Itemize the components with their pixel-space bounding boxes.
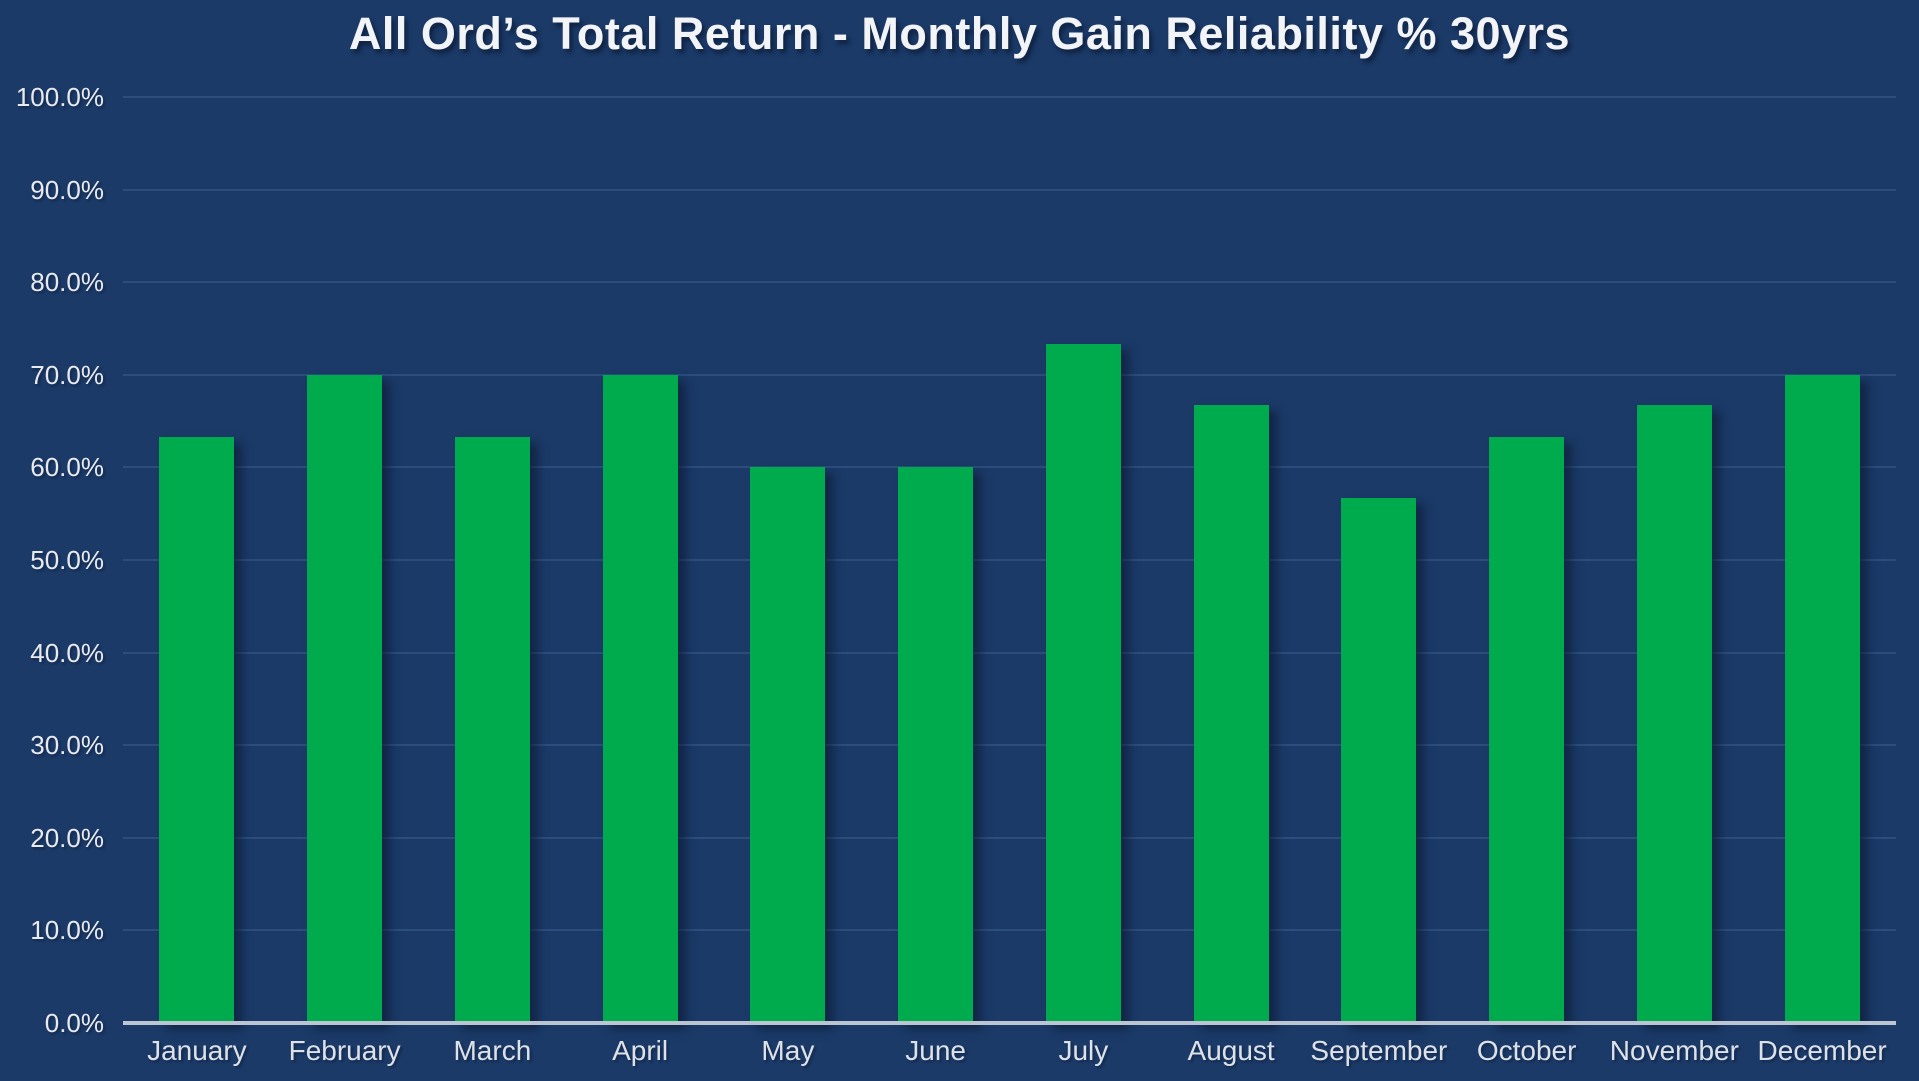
x-axis-label: October <box>1476 1035 1577 1066</box>
y-axis-label: 40.0% <box>30 637 104 668</box>
x-axis-label: February <box>288 1035 401 1066</box>
y-axis-label: 100.0% <box>15 82 104 112</box>
gridline <box>123 466 1896 469</box>
bar <box>750 467 826 1023</box>
gridline <box>123 929 1896 932</box>
x-axis-label: November <box>1609 1035 1739 1066</box>
plot-area <box>123 96 1896 1025</box>
gridline <box>123 96 1896 98</box>
x-axis-label: September <box>1310 1035 1448 1066</box>
y-axis-labels: 0.0% 10.0% 20.0% 30.0% 40.0% 50.0% 60.0% 70.0% 8… <box>0 82 104 1038</box>
bar <box>602 374 678 1023</box>
y-axis-label: 90.0% <box>30 174 104 205</box>
bar <box>1784 374 1860 1023</box>
y-axis-label: 60.0% <box>30 452 104 483</box>
x-axis-label: April <box>612 1035 669 1066</box>
y-axis-label: 80.0% <box>30 267 104 298</box>
y-axis-label: 70.0% <box>30 359 104 390</box>
x-axis-labels: January February March April May June July Augu… <box>123 1034 1896 1068</box>
x-axis-label: January <box>147 1035 247 1066</box>
gridline <box>123 559 1896 561</box>
bar <box>307 374 383 1023</box>
gridline <box>123 373 1896 376</box>
bar <box>454 436 530 1023</box>
bar <box>1193 405 1269 1023</box>
gridline <box>123 744 1896 747</box>
y-axis-label: 0.0% <box>44 1008 104 1038</box>
bar <box>1489 436 1565 1023</box>
bar <box>1045 344 1121 1023</box>
x-axis-label: May <box>761 1035 815 1066</box>
bar <box>159 436 235 1023</box>
x-axis-label: August <box>1187 1035 1275 1066</box>
bar <box>898 467 974 1023</box>
x-axis-label: March <box>453 1035 532 1066</box>
chart-title: All Ord’s Total Return - Monthly Gain Re… <box>348 8 1571 59</box>
x-axis-label: July <box>1058 1035 1109 1066</box>
y-axis-label: 20.0% <box>30 822 104 853</box>
x-axis-line <box>123 1021 1896 1025</box>
y-axis-label: 10.0% <box>30 915 104 946</box>
gridline <box>123 651 1896 654</box>
gridline <box>123 281 1896 284</box>
x-axis-label: June <box>905 1035 966 1066</box>
gridline <box>123 836 1896 839</box>
bar <box>1636 405 1712 1023</box>
y-axis-label: 30.0% <box>30 730 104 761</box>
gridline <box>123 188 1896 191</box>
y-axis-label: 50.0% <box>30 545 104 575</box>
bar <box>1341 497 1417 1023</box>
x-axis-label: December <box>1757 1035 1887 1066</box>
